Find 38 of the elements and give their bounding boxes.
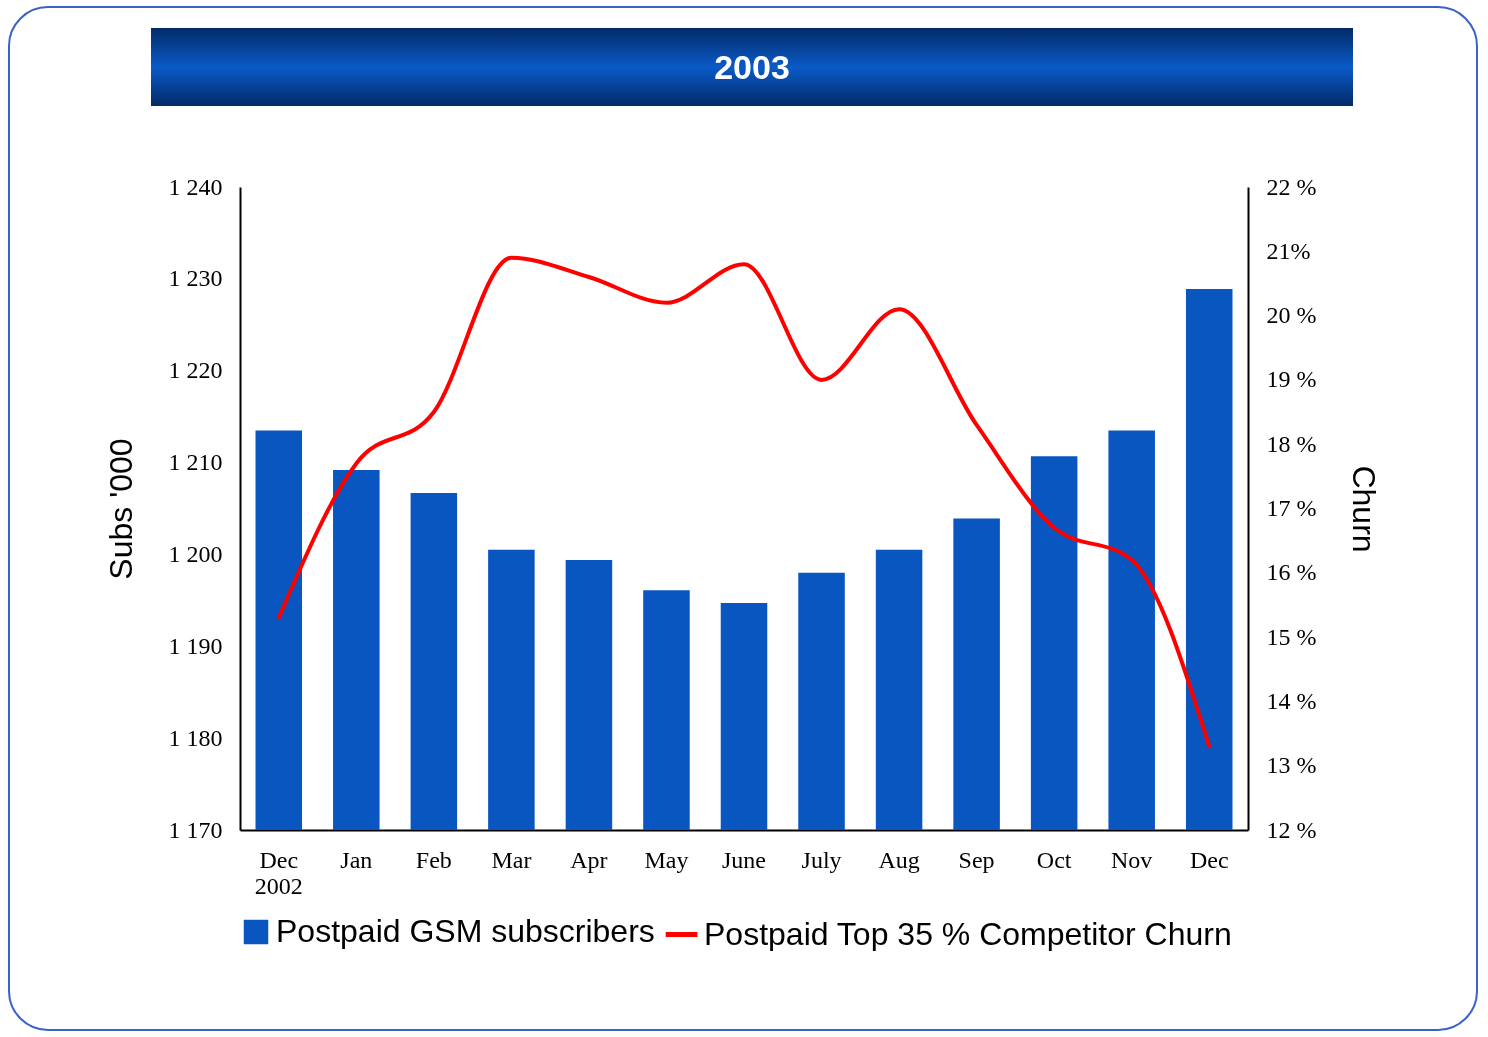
y2-tick-label: 15 %	[1266, 623, 1317, 650]
x-tick-label: Mar	[491, 846, 532, 873]
y-tick-label: 1 210	[168, 449, 223, 476]
y-tick-label: 1 220	[168, 357, 223, 384]
y-tick-label: 1 170	[168, 816, 223, 843]
y-tick-label: 1 190	[168, 632, 223, 659]
y2-tick-label: 20 %	[1266, 302, 1317, 329]
y2-tick-label: 22 %	[1266, 173, 1317, 200]
y2-tick-label: 19 %	[1266, 366, 1317, 393]
y-tick-label: 1 240	[168, 173, 223, 200]
y-tick-label: 1 200	[168, 540, 223, 567]
x-tick-label: Dec 2002	[254, 846, 303, 899]
chart-title: 2003	[151, 28, 1353, 106]
x-tick-label: Oct	[1036, 846, 1072, 873]
y2-tick-label: 18 %	[1266, 430, 1317, 457]
y2-tick-label: 14 %	[1266, 687, 1317, 714]
x-tick-label: Jan	[340, 846, 373, 873]
x-tick-label: Nov	[1111, 846, 1153, 873]
y-tick-label: 1 230	[168, 265, 223, 292]
y-tick-label: 1 180	[168, 724, 223, 751]
legend-label: Postpaid Top 35 % Competitor Churn	[704, 915, 1232, 952]
x-tick-label: June	[722, 846, 766, 873]
y2-tick-label: 12 %	[1266, 816, 1317, 843]
line-series	[276, 255, 1212, 749]
y2-tick-label: 16 %	[1266, 559, 1317, 586]
y2-tick-label: 13 %	[1266, 752, 1317, 779]
x-tick-label: Dec	[1189, 846, 1229, 873]
x-tick-label: Aug	[878, 846, 920, 873]
y-axis-title: Subs '000	[102, 438, 139, 580]
x-tick-label: May	[644, 846, 689, 873]
legend-label: Postpaid GSM subscribers	[276, 913, 655, 949]
y2-tick-label: 17 %	[1266, 495, 1317, 521]
x-tick-label: July	[801, 846, 842, 873]
x-tick-label: Feb	[415, 846, 452, 873]
y2-axis-title: Churn	[1346, 465, 1383, 553]
x-tick-label: Apr	[570, 846, 608, 873]
y2-tick-label: 21%	[1266, 237, 1311, 264]
x-tick-label: Sep	[958, 846, 995, 873]
